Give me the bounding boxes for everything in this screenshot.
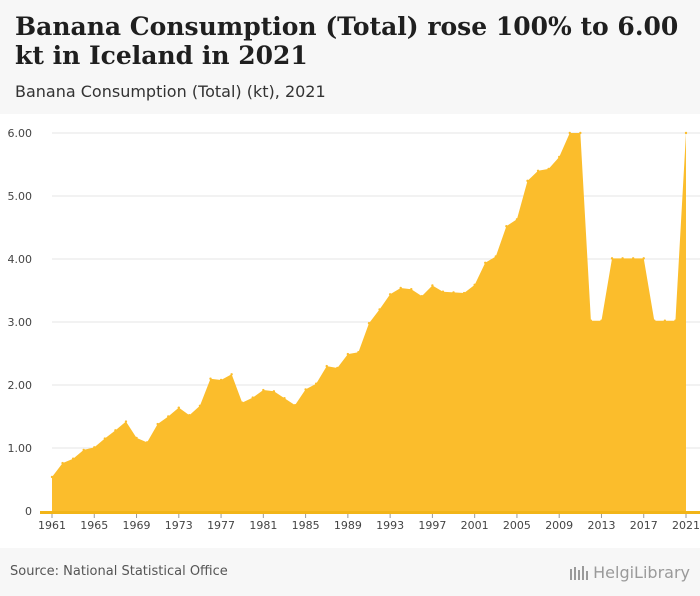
data-point [547, 167, 550, 171]
data-point [558, 155, 561, 159]
x-tick-label: 1981 [249, 519, 277, 532]
data-point [336, 366, 339, 370]
x-tick-label: 1977 [207, 519, 235, 532]
data-point [441, 290, 445, 293]
x-tick-label: 2013 [587, 519, 615, 532]
source-note: Source: National Statistical Office [10, 564, 228, 579]
data-point [188, 414, 191, 417]
data-point [114, 429, 117, 432]
x-tick-label: 1989 [334, 519, 362, 532]
brand-name: HelgiLibrary [593, 563, 690, 582]
data-point [600, 319, 603, 322]
data-point [167, 415, 170, 418]
data-point [462, 291, 466, 295]
x-tick-label: 1997 [418, 519, 446, 532]
data-point [653, 319, 656, 322]
data-point [388, 293, 392, 296]
y-axis: 0 1.00 2.00 3.00 4.00 5.00 6.00 [8, 127, 33, 518]
data-point [124, 420, 128, 423]
x-axis: 1961 1965 1969 1973 1977 1981 1985 1989 1993 1997… [38, 511, 700, 532]
data-point [198, 404, 202, 407]
x-tick-label: 2005 [503, 519, 531, 532]
x-tick-label: 1961 [38, 519, 66, 532]
y-tick-label: 6.00 [8, 127, 33, 140]
data-point [568, 131, 571, 135]
data-point [410, 288, 413, 291]
data-point [526, 179, 529, 183]
data-point [515, 218, 519, 221]
x-tick-label: 2001 [461, 519, 489, 532]
data-point [156, 422, 159, 426]
data-point [621, 257, 624, 260]
data-point [50, 475, 54, 479]
data-point [642, 257, 645, 260]
data-point [209, 377, 212, 380]
data-point [177, 406, 180, 409]
data-point [610, 257, 614, 260]
data-point [505, 225, 508, 228]
data-point [262, 388, 265, 392]
data-point [241, 401, 244, 404]
data-point [494, 255, 497, 258]
data-point [579, 131, 582, 135]
data-point [71, 457, 75, 460]
data-point [103, 437, 107, 440]
data-point [399, 286, 402, 290]
area-series [50, 131, 688, 511]
data-point [484, 261, 487, 264]
chart-subtitle: Banana Consumption (Total) (kt), 2021 [15, 82, 326, 101]
area-chart: 01.002.003.004.005.006.00 1961 1965 1969 19… [8, 127, 700, 532]
y-tick-label: 5.00 [8, 190, 33, 203]
data-point [473, 283, 476, 287]
area-fill [52, 133, 686, 511]
x-tick-label: 2009 [545, 519, 573, 532]
data-point [304, 388, 307, 391]
data-point [631, 257, 635, 260]
x-axis-line [40, 511, 700, 514]
y-tick-label: 0 [25, 505, 32, 518]
x-tick-label: 1993 [376, 519, 404, 532]
data-point [367, 322, 371, 325]
data-point [145, 441, 149, 444]
footer-panel: Source: National Statistical Office Helg… [0, 548, 700, 596]
data-point [684, 131, 688, 135]
data-point [674, 319, 677, 322]
data-point [135, 436, 138, 440]
data-point [431, 284, 434, 287]
header-panel: Banana Consumption (Total) rose 100% to … [0, 0, 700, 114]
data-point [230, 373, 233, 376]
data-point [663, 319, 667, 322]
data-point [420, 294, 424, 298]
chart-title: Banana Consumption (Total) rose 100% to … [15, 12, 679, 70]
data-point [219, 378, 223, 382]
library-icon [570, 565, 589, 580]
x-tick-label: 2021 [672, 519, 700, 532]
data-point [536, 169, 540, 172]
x-tick-label: 2017 [630, 519, 658, 532]
data-point [346, 352, 350, 356]
x-tick-label: 1965 [80, 519, 108, 532]
x-tick-label: 1973 [165, 519, 193, 532]
y-tick-label: 4.00 [8, 253, 33, 266]
data-point [293, 403, 297, 407]
y-tick-label: 2.00 [8, 379, 33, 392]
data-point [314, 382, 318, 385]
data-point [325, 364, 328, 368]
data-point [452, 291, 455, 294]
data-point [589, 319, 593, 322]
x-tick-label: 1969 [123, 519, 151, 532]
data-point [272, 390, 276, 393]
data-point [251, 396, 254, 399]
data-point [378, 308, 381, 311]
data-point [93, 446, 96, 449]
brand-logo[interactable]: HelgiLibrary [569, 563, 690, 582]
data-point [61, 461, 64, 465]
y-tick-label: 1.00 [8, 442, 33, 455]
data-point [82, 448, 85, 452]
x-tick-label: 1985 [292, 519, 320, 532]
y-tick-label: 3.00 [8, 316, 33, 329]
data-point [357, 351, 360, 354]
data-point [283, 397, 286, 400]
